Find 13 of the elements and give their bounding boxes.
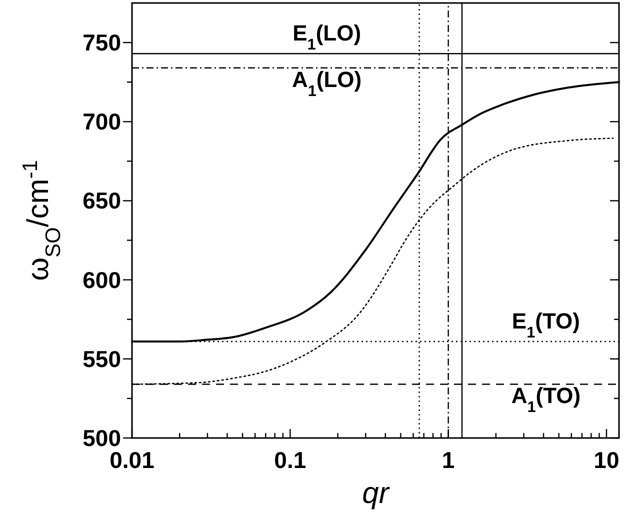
ref-line-label: A$_{1}$(LO) <box>292 66 362 100</box>
y-tick-label: 550 <box>82 346 121 372</box>
y-tick-label: 700 <box>82 108 121 135</box>
x-tick-label: 10 <box>594 447 620 473</box>
x-tick-label: 1 <box>442 447 455 473</box>
y-tick-label: 650 <box>82 188 121 214</box>
x-axis-title: qr <box>362 477 390 510</box>
ref-line-label: E$_{1}$(TO) <box>512 308 580 342</box>
y-tick-label: 750 <box>82 30 121 56</box>
ref-line-label: A$_{1}$(TO) <box>511 383 581 416</box>
ref-line-label: E$_{1}$(LO) <box>292 20 362 54</box>
y-tick-label: 600 <box>82 266 121 293</box>
x-tick-label: 0.1 <box>274 447 306 473</box>
